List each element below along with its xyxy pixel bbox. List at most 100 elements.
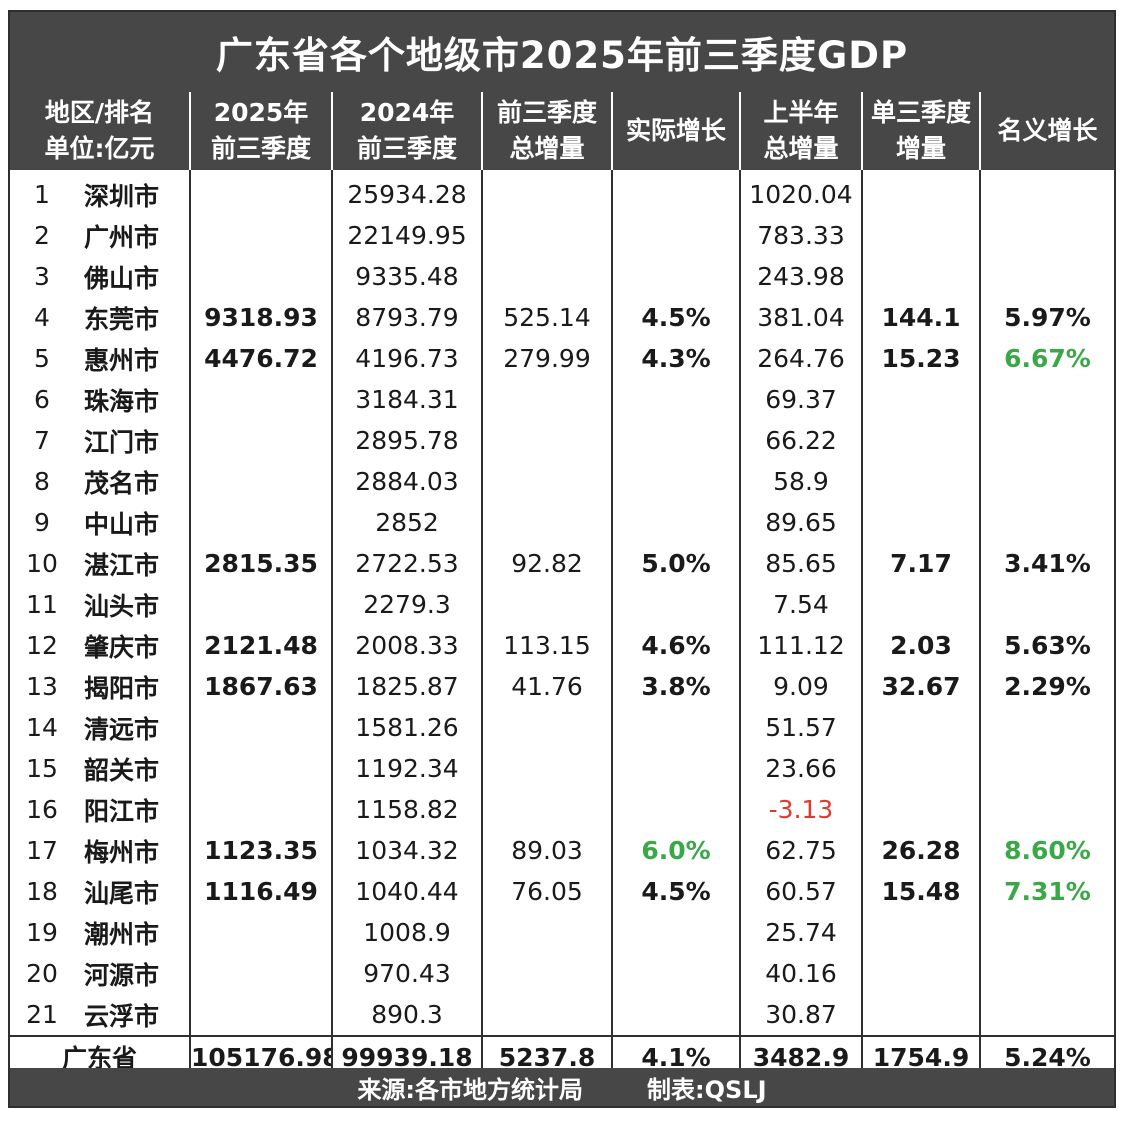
- header-gdp-2025: 2025年 前三季度: [189, 92, 332, 170]
- cell-total-increase: [481, 215, 612, 256]
- cell-city: 云浮市: [84, 1001, 160, 1031]
- cell-nominal-growth: [979, 707, 1114, 748]
- cell-gdp-2024: 22149.95: [331, 215, 482, 256]
- header-region: 地区/排名 单位:亿元: [10, 92, 190, 170]
- cell-gdp-2024: 1158.82: [331, 789, 482, 830]
- cell-h1-increase: 66.22: [739, 420, 862, 461]
- table-row: 21 云浮市 890.3 30.87: [10, 994, 1114, 1036]
- cell-total-increase: 76.05: [481, 871, 612, 912]
- cell-rank: 13: [26, 672, 58, 701]
- cell-q3-increase: [861, 994, 980, 1036]
- cell-total-increase: [481, 256, 612, 297]
- cell-q3-increase: 2.03: [861, 625, 980, 666]
- cell-real-growth: 4.6%: [611, 625, 740, 666]
- cell-h1-increase: 23.66: [739, 748, 862, 789]
- cell-rank: 21: [26, 1000, 58, 1029]
- cell-gdp-2025: [189, 502, 332, 543]
- cell-nominal-growth: 7.31%: [979, 871, 1114, 912]
- cell-gdp-2025: 2815.35: [189, 543, 332, 584]
- cell-real-growth: [611, 953, 740, 994]
- cell-nominal-growth: [979, 461, 1114, 502]
- cell-gdp-2025: [189, 256, 332, 297]
- cell-nominal-growth: 6.67%: [979, 338, 1114, 379]
- cell-rank: 7: [34, 426, 50, 455]
- cell-q3-increase: [861, 789, 980, 830]
- cell-real-growth: [611, 789, 740, 830]
- table-row: 12 肇庆市 2121.48 2008.33 113.15 4.6% 111.12 2.03 5…: [10, 625, 1114, 666]
- cell-real-growth: [611, 256, 740, 297]
- cell-gdp-2025: [189, 420, 332, 461]
- cell-real-growth: 6.0%: [611, 830, 740, 871]
- cell-gdp-2024: 25934.28: [331, 170, 482, 215]
- cell-q3-increase: 32.67: [861, 666, 980, 707]
- cell-real-growth: [611, 707, 740, 748]
- cell-real-growth: [611, 420, 740, 461]
- cell-gdp-2024: 2722.53: [331, 543, 482, 584]
- cell-h1-increase: 7.54: [739, 584, 862, 625]
- cell-city: 湛江市: [84, 550, 160, 580]
- header-q3-increase: 单三季度 增量: [861, 92, 980, 170]
- cell-real-growth: 5.0%: [611, 543, 740, 584]
- cell-q3-increase: [861, 256, 980, 297]
- cell-city: 珠海市: [84, 386, 160, 416]
- cell-gdp-2024: 3184.31: [331, 379, 482, 420]
- cell-total-increase: [481, 379, 612, 420]
- cell-real-growth: [611, 215, 740, 256]
- cell-q3-increase: [861, 502, 980, 543]
- cell-total-increase: [481, 953, 612, 994]
- cell-gdp-2024: 4196.73: [331, 338, 482, 379]
- cell-nominal-growth: [979, 502, 1114, 543]
- table-row: 9 中山市 2852 89.65: [10, 502, 1114, 543]
- cell-nominal-growth: [979, 748, 1114, 789]
- cell-total-increase: 89.03: [481, 830, 612, 871]
- cell-h1-increase: 243.98: [739, 256, 862, 297]
- cell-gdp-2025: [189, 789, 332, 830]
- cell-rank: 16: [26, 795, 58, 824]
- cell-city: 河源市: [84, 960, 160, 990]
- cell-gdp-2025: [189, 379, 332, 420]
- header-row: 地区/排名 单位:亿元 2025年 前三季度 2024年 前三季度 前三季度 总增量 实…: [10, 92, 1114, 170]
- cell-gdp-2025: [189, 707, 332, 748]
- cell-city: 茂名市: [84, 468, 160, 498]
- header-real-growth: 实际增长: [611, 92, 740, 170]
- cell-h1-increase: 51.57: [739, 707, 862, 748]
- cell-rank: 19: [26, 918, 58, 947]
- cell-q3-increase: [861, 707, 980, 748]
- cell-total-increase: 525.14: [481, 297, 612, 338]
- cell-q3-increase: [861, 379, 980, 420]
- cell-rank: 17: [26, 836, 58, 865]
- cell-total-increase: [481, 461, 612, 502]
- cell-city: 汕头市: [84, 591, 160, 621]
- cell-total-increase: [481, 912, 612, 953]
- table-row: 11 汕头市 2279.3 7.54: [10, 584, 1114, 625]
- cell-nominal-growth: [979, 912, 1114, 953]
- cell-city: 梅州市: [84, 837, 160, 867]
- cell-q3-increase: [861, 912, 980, 953]
- cell-h1-increase: 58.9: [739, 461, 862, 502]
- table-row: 14 清远市 1581.26 51.57: [10, 707, 1114, 748]
- cell-total-increase: 113.15: [481, 625, 612, 666]
- cell-nominal-growth: [979, 584, 1114, 625]
- cell-h1-increase: 783.33: [739, 215, 862, 256]
- cell-h1-increase: 60.57: [739, 871, 862, 912]
- table-row: 10 湛江市 2815.35 2722.53 92.82 5.0% 85.65 7.17 3.4…: [10, 543, 1114, 584]
- cell-real-growth: [611, 584, 740, 625]
- cell-gdp-2024: 1008.9: [331, 912, 482, 953]
- table-row: 8 茂名市 2884.03 58.9: [10, 461, 1114, 502]
- cell-gdp-2025: [189, 461, 332, 502]
- cell-rank: 4: [34, 303, 50, 332]
- cell-gdp-2024: 1825.87: [331, 666, 482, 707]
- cell-gdp-2025: [189, 748, 332, 789]
- cell-h1-increase: 9.09: [739, 666, 862, 707]
- cell-q3-increase: [861, 215, 980, 256]
- cell-nominal-growth: 2.29%: [979, 666, 1114, 707]
- cell-city: 江门市: [84, 427, 160, 457]
- cell-gdp-2024: 2895.78: [331, 420, 482, 461]
- table-row: 18 汕尾市 1116.49 1040.44 76.05 4.5% 60.57 15.48 7.…: [10, 871, 1114, 912]
- cell-q3-increase: 144.1: [861, 297, 980, 338]
- cell-total-increase: [481, 502, 612, 543]
- cell-city: 肇庆市: [84, 632, 160, 662]
- cell-gdp-2025: 9318.93: [189, 297, 332, 338]
- cell-city: 韶关市: [84, 755, 160, 785]
- cell-total-increase: [481, 748, 612, 789]
